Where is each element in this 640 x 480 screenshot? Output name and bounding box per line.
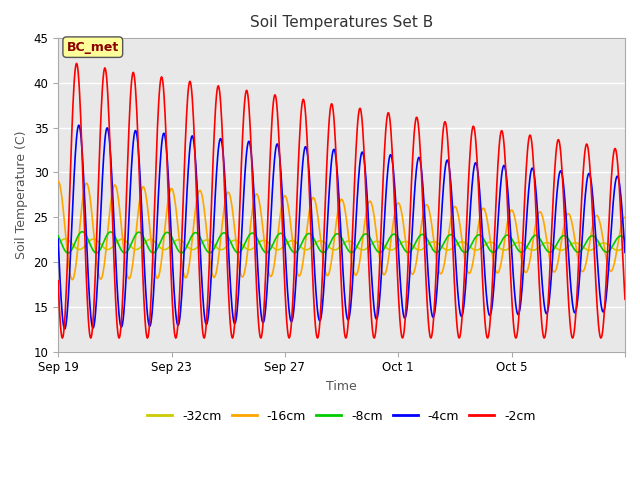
X-axis label: Time: Time xyxy=(326,380,357,393)
Text: BC_met: BC_met xyxy=(67,41,119,54)
Title: Soil Temperatures Set B: Soil Temperatures Set B xyxy=(250,15,433,30)
Y-axis label: Soil Temperature (C): Soil Temperature (C) xyxy=(15,131,28,259)
Legend: -32cm, -16cm, -8cm, -4cm, -2cm: -32cm, -16cm, -8cm, -4cm, -2cm xyxy=(142,405,541,428)
